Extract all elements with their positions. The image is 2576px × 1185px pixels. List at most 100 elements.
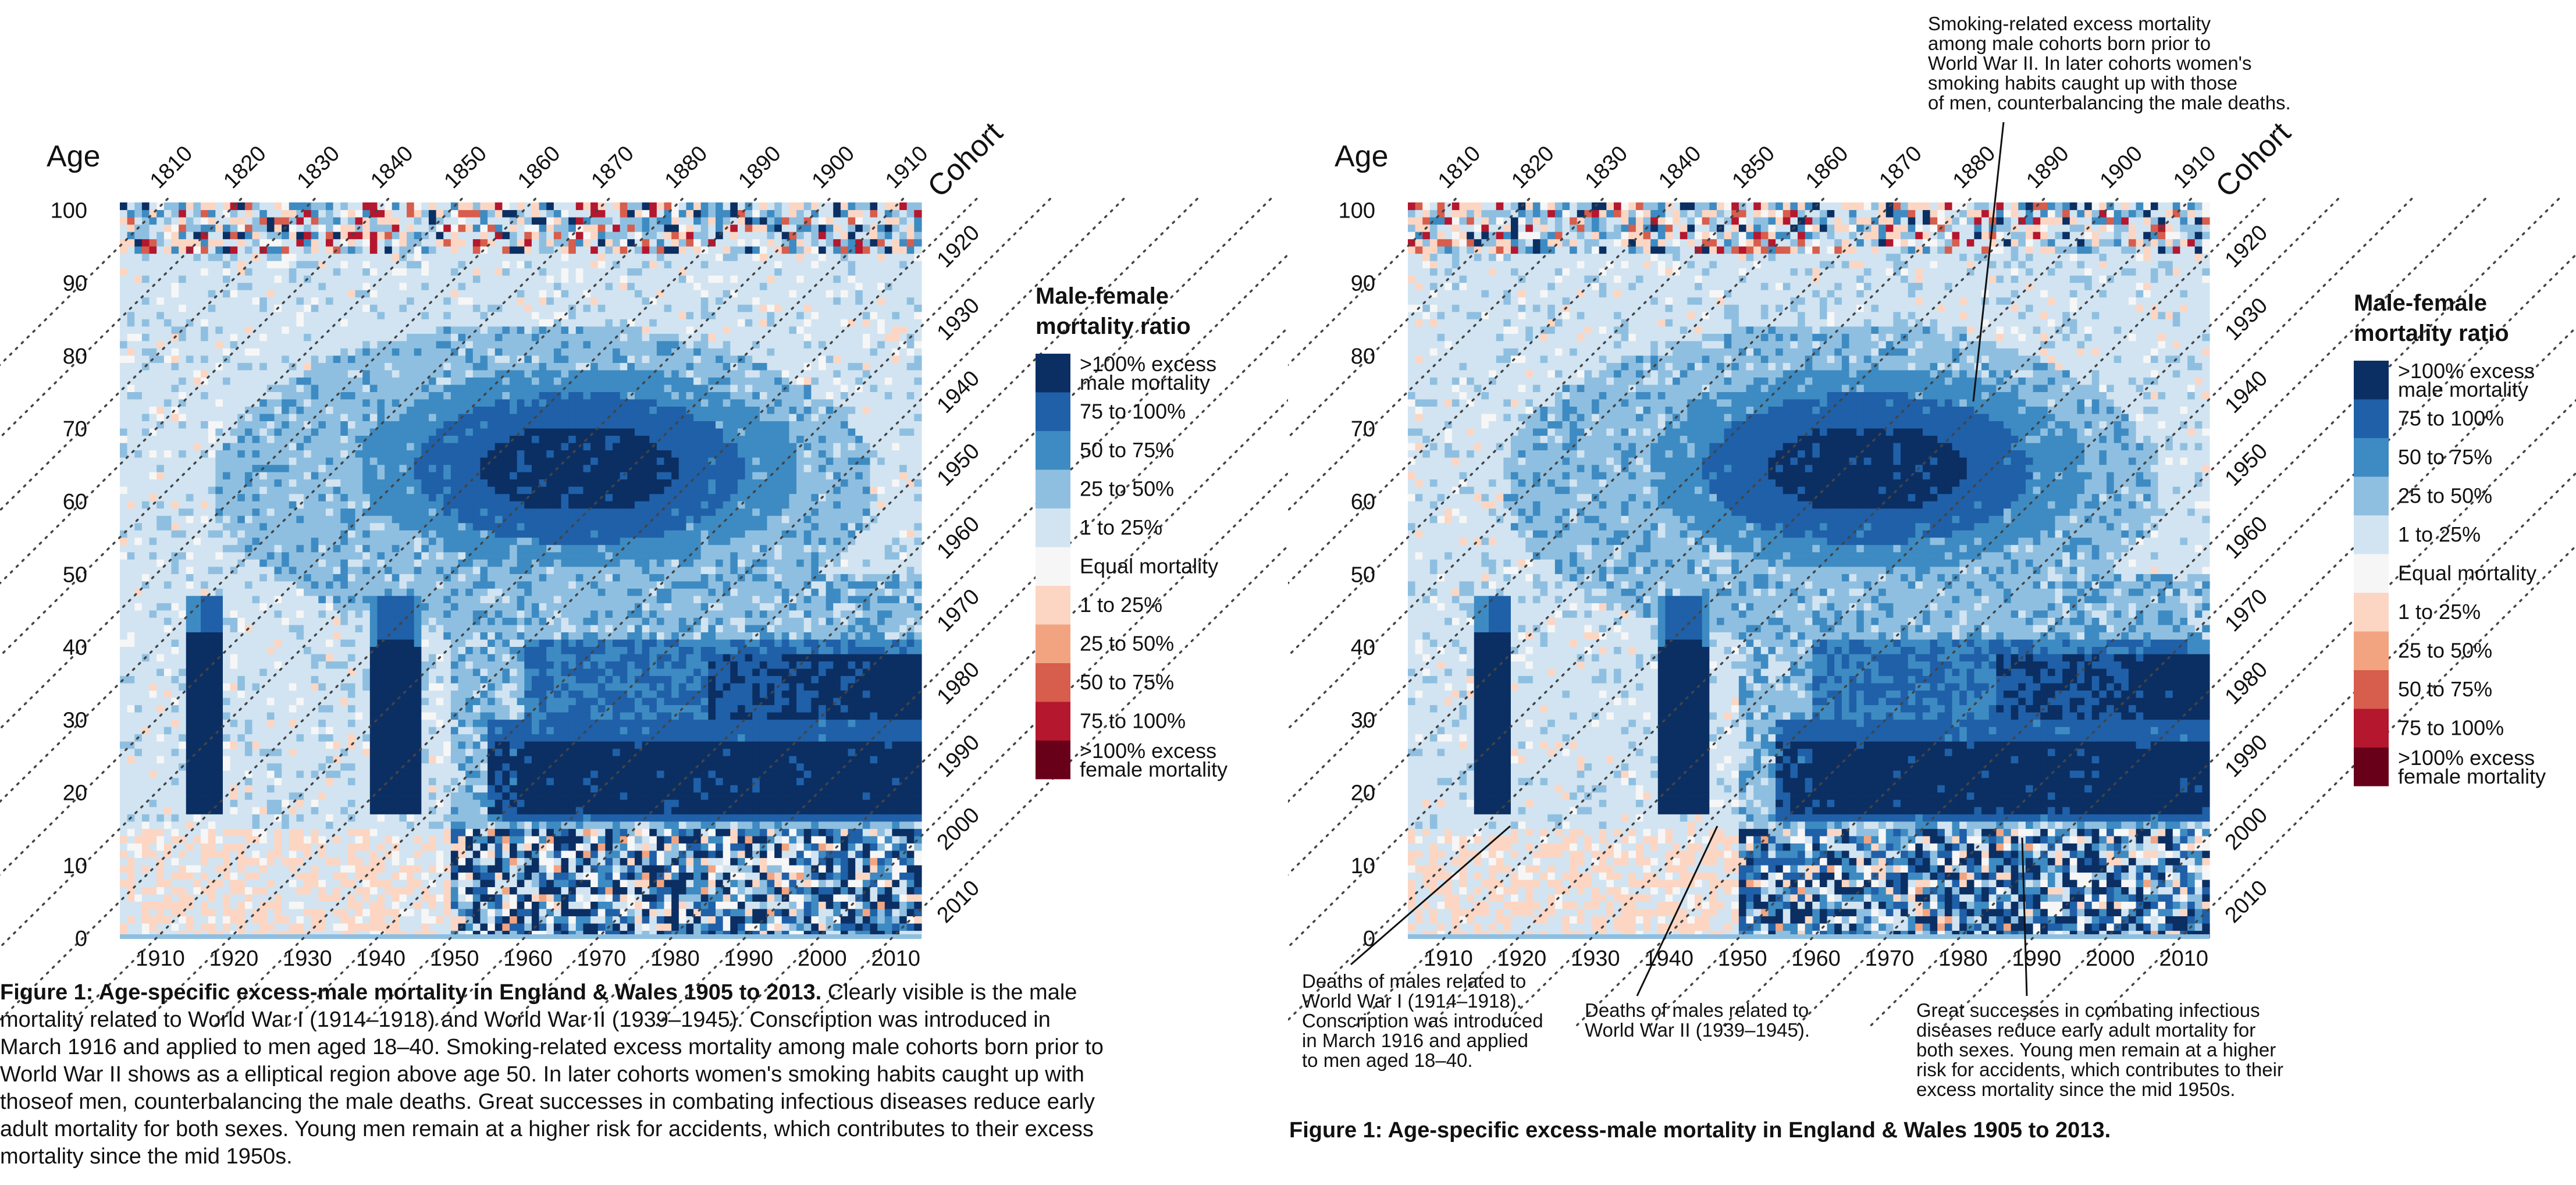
heatmap-cell <box>274 792 282 800</box>
heatmap-cell <box>282 916 289 923</box>
heatmap-cell <box>274 770 282 778</box>
heatmap-cell <box>282 851 289 858</box>
heatmap-cell <box>289 319 297 326</box>
heatmap-cell <box>267 581 275 589</box>
heatmap-cell <box>392 217 400 225</box>
heatmap-cell <box>318 734 326 742</box>
heatmap-cell <box>223 479 230 487</box>
heatmap-cell <box>259 355 267 363</box>
heatmap-cell <box>385 720 392 727</box>
heatmap-cell <box>134 312 142 319</box>
heatmap-cell <box>443 901 451 909</box>
heatmap-cell <box>127 297 135 305</box>
heatmap-cell <box>399 872 407 880</box>
heatmap-cell <box>355 712 363 720</box>
heatmap-cell <box>127 362 135 370</box>
heatmap-cell <box>311 355 319 363</box>
heatmap-cell <box>421 239 429 247</box>
heatmap-cell <box>252 428 260 436</box>
heatmap-cell <box>414 807 422 814</box>
heatmap-cell <box>215 319 223 326</box>
heatmap-cell <box>120 698 127 705</box>
heatmap-cell <box>274 421 282 428</box>
heatmap-cell <box>333 515 341 523</box>
heatmap-cell <box>120 443 127 450</box>
heatmap-cell <box>355 828 363 836</box>
heatmap-cell <box>282 202 289 210</box>
heatmap-cell <box>120 617 127 625</box>
heatmap-cell <box>156 538 164 545</box>
heatmap-cell <box>340 283 348 290</box>
heatmap-cell <box>252 880 260 887</box>
heatmap-cell <box>473 465 481 472</box>
heatmap-cell <box>458 443 466 450</box>
heatmap-cell <box>134 698 142 705</box>
heatmap-cell <box>193 304 201 312</box>
heatmap-cell <box>127 654 135 661</box>
heatmap-cell <box>377 894 385 902</box>
heatmap-cell <box>134 232 142 239</box>
heatmap-cell <box>429 457 436 465</box>
heatmap-cell <box>134 377 142 385</box>
heatmap-cell <box>252 392 260 399</box>
heatmap-cell <box>318 588 326 596</box>
heatmap-cell <box>362 494 370 501</box>
heatmap-cell <box>377 828 385 836</box>
heatmap-cell <box>193 574 201 581</box>
heatmap-cell <box>370 348 378 355</box>
heatmap-cell <box>340 406 348 414</box>
heatmap-cell <box>150 617 157 625</box>
heatmap-cell <box>414 887 422 894</box>
heatmap-cell <box>274 501 282 508</box>
heatmap-cell <box>179 486 186 494</box>
heatmap-cell <box>237 683 245 691</box>
heatmap-cell <box>193 333 201 341</box>
heatmap-cell <box>215 596 223 603</box>
heatmap-cell <box>370 304 378 312</box>
heatmap-cell <box>208 283 216 290</box>
heatmap-cell <box>172 646 179 654</box>
heatmap-cell <box>414 304 422 312</box>
heatmap-cell <box>377 727 385 734</box>
heatmap-cell <box>208 741 216 749</box>
heatmap-cell <box>377 843 385 851</box>
heatmap-cell <box>274 734 282 742</box>
heatmap-cell <box>465 312 473 319</box>
heatmap-cell <box>436 698 444 705</box>
heatmap-cell <box>414 494 422 501</box>
heatmap-cell <box>259 232 267 239</box>
heatmap-cell <box>201 494 208 501</box>
heatmap-cell <box>436 778 444 785</box>
heatmap-cell <box>414 319 422 326</box>
heatmap-cell <box>333 749 341 756</box>
heatmap-cell <box>340 225 348 232</box>
heatmap-cell <box>436 486 444 494</box>
heatmap-cell <box>340 625 348 632</box>
heatmap-cell <box>451 297 458 305</box>
heatmap-cell <box>150 632 157 639</box>
heatmap-cell <box>458 639 466 647</box>
heatmap-cell <box>289 552 297 560</box>
heatmap-cell <box>134 465 142 472</box>
heatmap-cell <box>274 828 282 836</box>
heatmap-cell <box>362 443 370 450</box>
heatmap-cell <box>355 851 363 858</box>
heatmap-cell <box>259 385 267 392</box>
heatmap-cell <box>289 268 297 276</box>
heatmap-cell <box>348 545 355 552</box>
heatmap-cell <box>120 654 127 661</box>
heatmap-cell <box>355 406 363 414</box>
heatmap-cell <box>127 617 135 625</box>
heatmap-cell <box>304 872 311 880</box>
heatmap-cell <box>120 297 127 305</box>
heatmap-cell <box>436 821 444 829</box>
heatmap-cell <box>429 683 436 691</box>
heatmap-cell <box>164 887 172 894</box>
heatmap-cell <box>326 501 333 508</box>
heatmap-cell <box>134 887 142 894</box>
heatmap-cell <box>237 639 245 647</box>
heatmap-cell <box>392 807 400 814</box>
heatmap-cell <box>208 385 216 392</box>
heatmap-cell <box>193 792 201 800</box>
heatmap-cell <box>304 217 311 225</box>
